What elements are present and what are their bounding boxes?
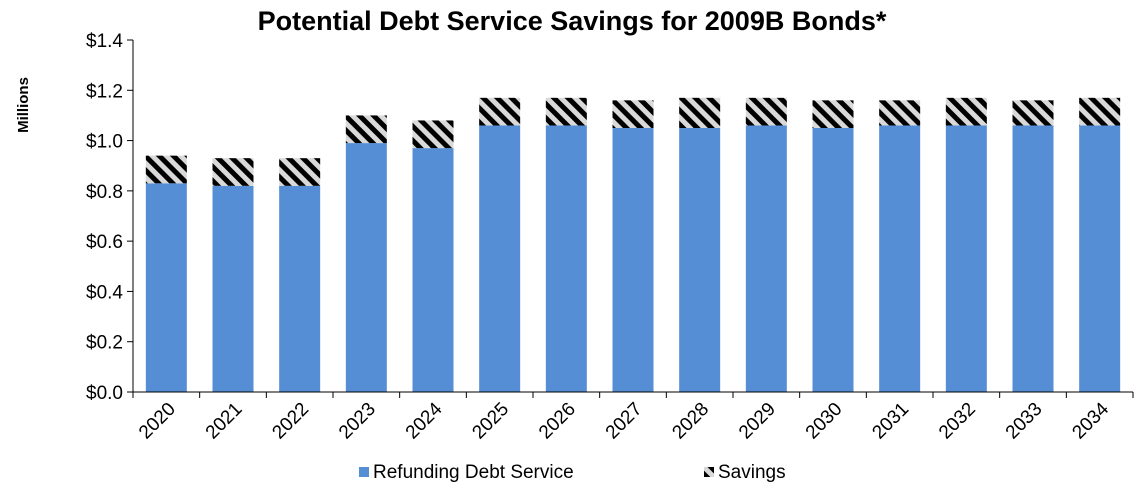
bar-savings-2021 xyxy=(212,158,254,186)
legend-swatch-refunding xyxy=(359,467,369,477)
bar-savings-2032 xyxy=(945,97,987,126)
axes xyxy=(132,40,1133,393)
bar-refunding-2030 xyxy=(812,128,854,392)
y-axis-ticks: $0.0 $0.2 $0.4 $0.6 $0.8 $1.0 $1.2 $1.4 xyxy=(86,31,133,404)
x-tick-label: 2026 xyxy=(535,399,580,444)
legend-swatch-savings xyxy=(704,467,714,477)
bar-savings-2027 xyxy=(612,100,654,128)
bar-refunding-2021 xyxy=(212,185,254,392)
bar-refunding-2022 xyxy=(279,185,321,392)
bar-refunding-2028 xyxy=(679,128,721,392)
x-tick-label: 2030 xyxy=(802,399,847,444)
bar-refunding-2020 xyxy=(145,183,187,392)
bar-savings-2022 xyxy=(279,158,321,186)
bar-refunding-2031 xyxy=(879,125,921,392)
legend: Refunding Debt Service Savings xyxy=(359,462,786,483)
y-tick-label: $0.0 xyxy=(86,383,123,404)
x-tick-label: 2024 xyxy=(402,398,447,443)
x-tick-label: 2020 xyxy=(135,399,180,444)
y-tick-label: $0.6 xyxy=(86,232,123,253)
x-tick-label: 2031 xyxy=(868,399,913,444)
y-tick-label: $1.2 xyxy=(86,81,123,102)
bar-savings-2023 xyxy=(345,115,387,144)
y-tick-label: $0.4 xyxy=(86,282,123,303)
chart-title: Potential Debt Service Savings for 2009B… xyxy=(258,6,887,36)
bar-savings-2025 xyxy=(479,97,521,126)
bar-refunding-2025 xyxy=(479,125,521,392)
x-tick-label: 2032 xyxy=(935,399,980,444)
y-tick-label: $0.2 xyxy=(86,333,123,354)
bar-refunding-2033 xyxy=(1012,125,1054,392)
bar-refunding-2026 xyxy=(545,125,587,392)
y-tick-label: $1.0 xyxy=(86,132,123,153)
bar-refunding-2024 xyxy=(412,148,454,392)
bar-refunding-2023 xyxy=(345,143,387,392)
bar-series-group xyxy=(145,97,1121,392)
bar-savings-2026 xyxy=(545,97,587,126)
bar-refunding-2034 xyxy=(1079,125,1121,392)
bar-savings-2030 xyxy=(812,100,854,128)
x-tick-label: 2025 xyxy=(468,399,513,444)
legend-label-savings: Savings xyxy=(718,462,786,483)
x-tick-label: 2033 xyxy=(1002,399,1047,444)
bar-savings-2034 xyxy=(1079,97,1121,126)
bar-savings-2020 xyxy=(145,155,187,184)
y-axis-label: Millions xyxy=(15,77,32,133)
bar-savings-2031 xyxy=(879,100,921,126)
x-tick-label: 2027 xyxy=(602,399,647,444)
x-tick-label: 2022 xyxy=(268,399,313,444)
x-axis-ticks: 2020 2021 2022 2023 2024 2025 2026 2027 2028 2029… xyxy=(132,392,1134,444)
y-tick-label: $1.4 xyxy=(86,31,123,52)
bar-savings-2029 xyxy=(745,97,787,126)
x-tick-label: 2034 xyxy=(1068,398,1113,443)
bar-savings-2024 xyxy=(412,120,454,149)
x-tick-label: 2028 xyxy=(668,399,713,444)
x-tick-label: 2021 xyxy=(202,399,247,444)
bar-savings-2028 xyxy=(679,97,721,128)
x-tick-label: 2029 xyxy=(735,399,780,444)
legend-label-refunding: Refunding Debt Service xyxy=(373,462,574,483)
bar-refunding-2032 xyxy=(945,125,987,392)
y-tick-label: $0.8 xyxy=(86,182,123,203)
bar-refunding-2027 xyxy=(612,128,654,392)
bar-refunding-2029 xyxy=(745,125,787,392)
bar-savings-2033 xyxy=(1012,100,1054,126)
x-tick-label: 2023 xyxy=(335,399,380,444)
